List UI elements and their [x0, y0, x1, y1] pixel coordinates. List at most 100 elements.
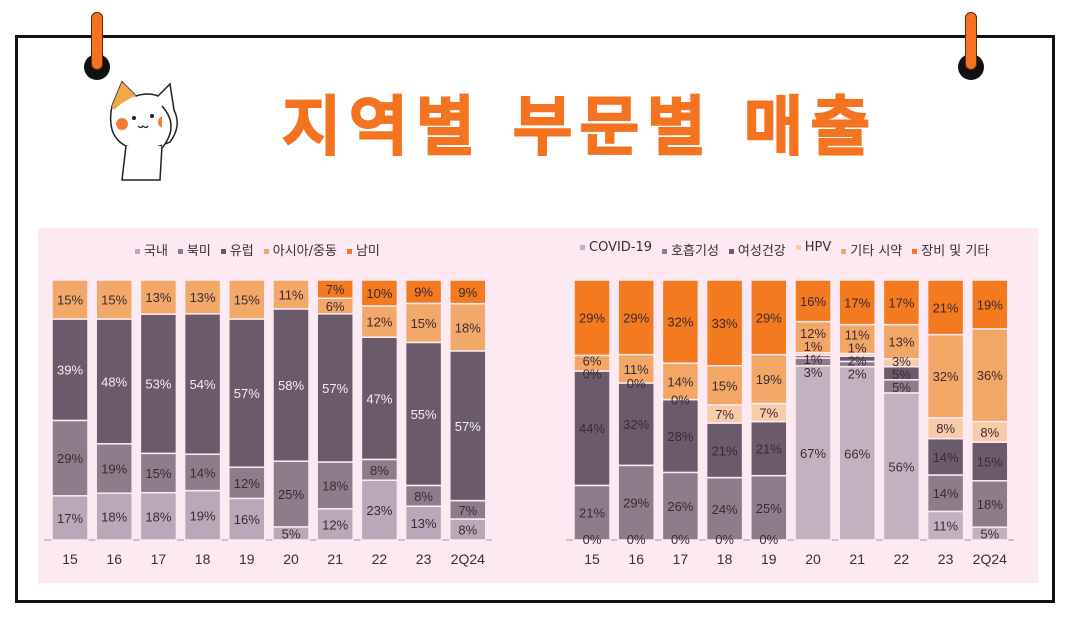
- data-label: 21%: [579, 506, 605, 521]
- x-tick-label: 16: [106, 551, 122, 567]
- bar-segment: [228, 497, 266, 541]
- bar-segment: [272, 460, 310, 528]
- x-tick-label: 21: [849, 551, 865, 567]
- data-label: 18%: [455, 320, 481, 335]
- bar-segment: [617, 353, 655, 384]
- data-label: 56%: [888, 459, 914, 474]
- data-label: 15%: [712, 378, 738, 393]
- data-label: 13%: [888, 335, 914, 350]
- data-label: 0%: [583, 532, 602, 547]
- bar-segment: [705, 279, 744, 367]
- bar-segment: [794, 279, 832, 323]
- data-label: 19%: [977, 297, 1003, 312]
- page-title: 지역별 부문별 매출: [281, 90, 878, 166]
- data-label: 32%: [623, 417, 649, 432]
- bar-segment: [95, 318, 133, 445]
- bar-segment: [404, 341, 443, 487]
- data-label: 11%: [933, 519, 958, 534]
- bar-segment: [926, 474, 965, 513]
- data-label: 54%: [190, 377, 216, 392]
- bar-segment: [228, 466, 266, 500]
- bar-segment: [51, 318, 89, 422]
- bar-segment: [95, 492, 133, 541]
- x-tick-label: 20: [283, 551, 299, 567]
- data-label: 0%: [715, 532, 734, 547]
- data-label: 13%: [190, 290, 216, 305]
- bar-segment: [272, 308, 310, 462]
- chart-region-sales: 17% 29% 39% 15% 15 18% 19% 48% 15% 16 18% 15% 53% 13%…: [44, 279, 492, 567]
- data-label: 6%: [326, 299, 345, 314]
- data-label: 39%: [57, 363, 83, 378]
- legend-item: 유럽: [220, 240, 254, 259]
- x-tick-label: 23: [938, 551, 954, 567]
- data-label: 57%: [455, 419, 481, 434]
- legend-swatch: [912, 249, 918, 254]
- bar-segment: [139, 491, 178, 541]
- data-label: 25%: [278, 487, 304, 502]
- data-label: 44%: [579, 421, 605, 436]
- bar-segment: [228, 279, 266, 320]
- legend-label: 장비 및 기타: [921, 244, 990, 259]
- bar-segment: [705, 422, 744, 479]
- right-hook-front: [965, 12, 977, 70]
- x-tick-label: 18: [717, 551, 733, 567]
- data-label: 29%: [623, 496, 649, 511]
- bar-segment: [404, 505, 443, 541]
- data-label: 57%: [234, 386, 260, 401]
- bar-segment: [51, 495, 89, 541]
- cat-mascot-icon: [109, 80, 178, 181]
- data-label: 2%: [848, 354, 867, 369]
- data-label: 5%: [282, 526, 301, 541]
- x-tick-label: 17: [151, 551, 167, 567]
- legend-label: COVID-19: [589, 240, 653, 255]
- bar-segment: [971, 480, 1009, 528]
- bar-segment: [95, 443, 133, 494]
- data-label: 8%: [458, 522, 477, 537]
- bar-segment: [750, 474, 788, 541]
- data-label: 6%: [583, 354, 602, 369]
- legend-swatch: [841, 249, 847, 254]
- bar-segment: [971, 441, 1009, 482]
- x-tick-label: 16: [628, 551, 644, 567]
- bar-segment: [404, 279, 443, 305]
- data-label: 15%: [145, 466, 171, 481]
- bar-segment: [316, 461, 354, 510]
- x-tick-label: 2Q24: [451, 551, 485, 567]
- data-label: 19%: [101, 462, 127, 477]
- data-label: 11%: [278, 287, 303, 302]
- legend-swatch: [795, 245, 801, 250]
- data-label: 12%: [234, 476, 260, 491]
- bar-segment: [573, 370, 611, 487]
- data-label: 17%: [844, 295, 870, 310]
- data-label: 18%: [322, 478, 348, 493]
- data-label: 19%: [756, 372, 782, 387]
- data-label: 25%: [756, 501, 782, 516]
- data-label: 47%: [366, 391, 392, 406]
- data-label: 14%: [190, 465, 216, 480]
- data-label: 55%: [411, 407, 437, 422]
- bar-segment: [183, 279, 222, 315]
- legend-label: 아시아/중동: [272, 244, 337, 259]
- legend-swatch: [263, 249, 269, 254]
- data-label: 19%: [190, 508, 216, 523]
- data-label: 15%: [977, 454, 1003, 469]
- data-label: 0%: [671, 532, 690, 547]
- legend-region: 국내 북미 유럽 아시아/중동 남미: [135, 240, 380, 259]
- bar-segment: [573, 279, 611, 357]
- chart-segment-sales: 0%21%44%0%6%29%150%29%32%0%11%29%160%26%…: [566, 279, 1014, 567]
- data-label: 18%: [101, 510, 127, 525]
- bar-segment: [139, 313, 178, 455]
- legend-label: 북미: [186, 244, 211, 259]
- legend-item: 북미: [177, 240, 211, 259]
- data-label: 0%: [627, 532, 646, 547]
- left-hook-front: [91, 12, 103, 70]
- data-label: 0%: [583, 367, 602, 382]
- legend-label: 국내: [144, 244, 168, 259]
- bar-segment: [449, 279, 487, 305]
- bar-segment: [838, 365, 876, 541]
- bar-segment: [360, 305, 399, 338]
- data-label: 7%: [458, 503, 477, 518]
- data-label: 32%: [933, 369, 959, 384]
- bar-segment: [316, 279, 354, 299]
- data-label: 5%: [892, 367, 911, 382]
